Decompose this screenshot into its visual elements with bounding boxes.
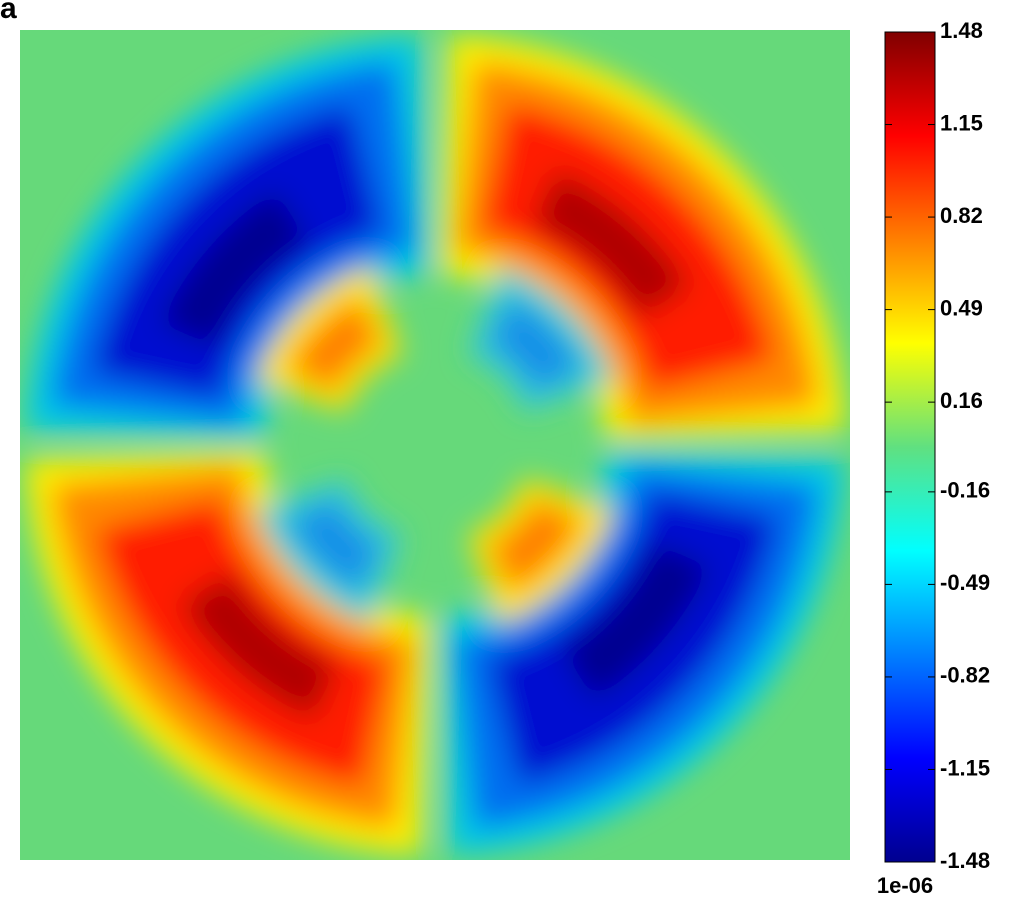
colorbar-tick-label: -1.15 [940,755,990,780]
colorbar-tick-label: 0.16 [940,388,983,413]
lobe [180,572,338,720]
colorbar-tick-label: 1.15 [940,110,983,135]
inner-lobe [289,299,381,391]
inner-lobe [489,499,581,591]
colorbar-tick-label: 1.48 [940,18,983,43]
lobe [562,542,710,700]
inner-lobe [489,299,581,391]
inner-lobe [289,499,381,591]
colorbar-tick-label: -0.16 [940,478,990,503]
lobe [532,170,690,318]
colorbar-tick-label: 0.82 [940,203,983,228]
colorbar-tick-label: -1.48 [940,848,990,873]
colorbar-exponent: 1e-06 [877,873,933,898]
panel-label: a [0,0,17,25]
colorbar-tick-label: -0.82 [940,663,990,688]
colorbar-tick-label: -0.49 [940,570,990,595]
field-blobs [25,35,845,855]
colorbar-tick-label: 0.49 [940,295,983,320]
field [25,35,845,855]
plot-area [20,30,850,860]
lobe [160,190,308,348]
colorbar [884,31,936,863]
